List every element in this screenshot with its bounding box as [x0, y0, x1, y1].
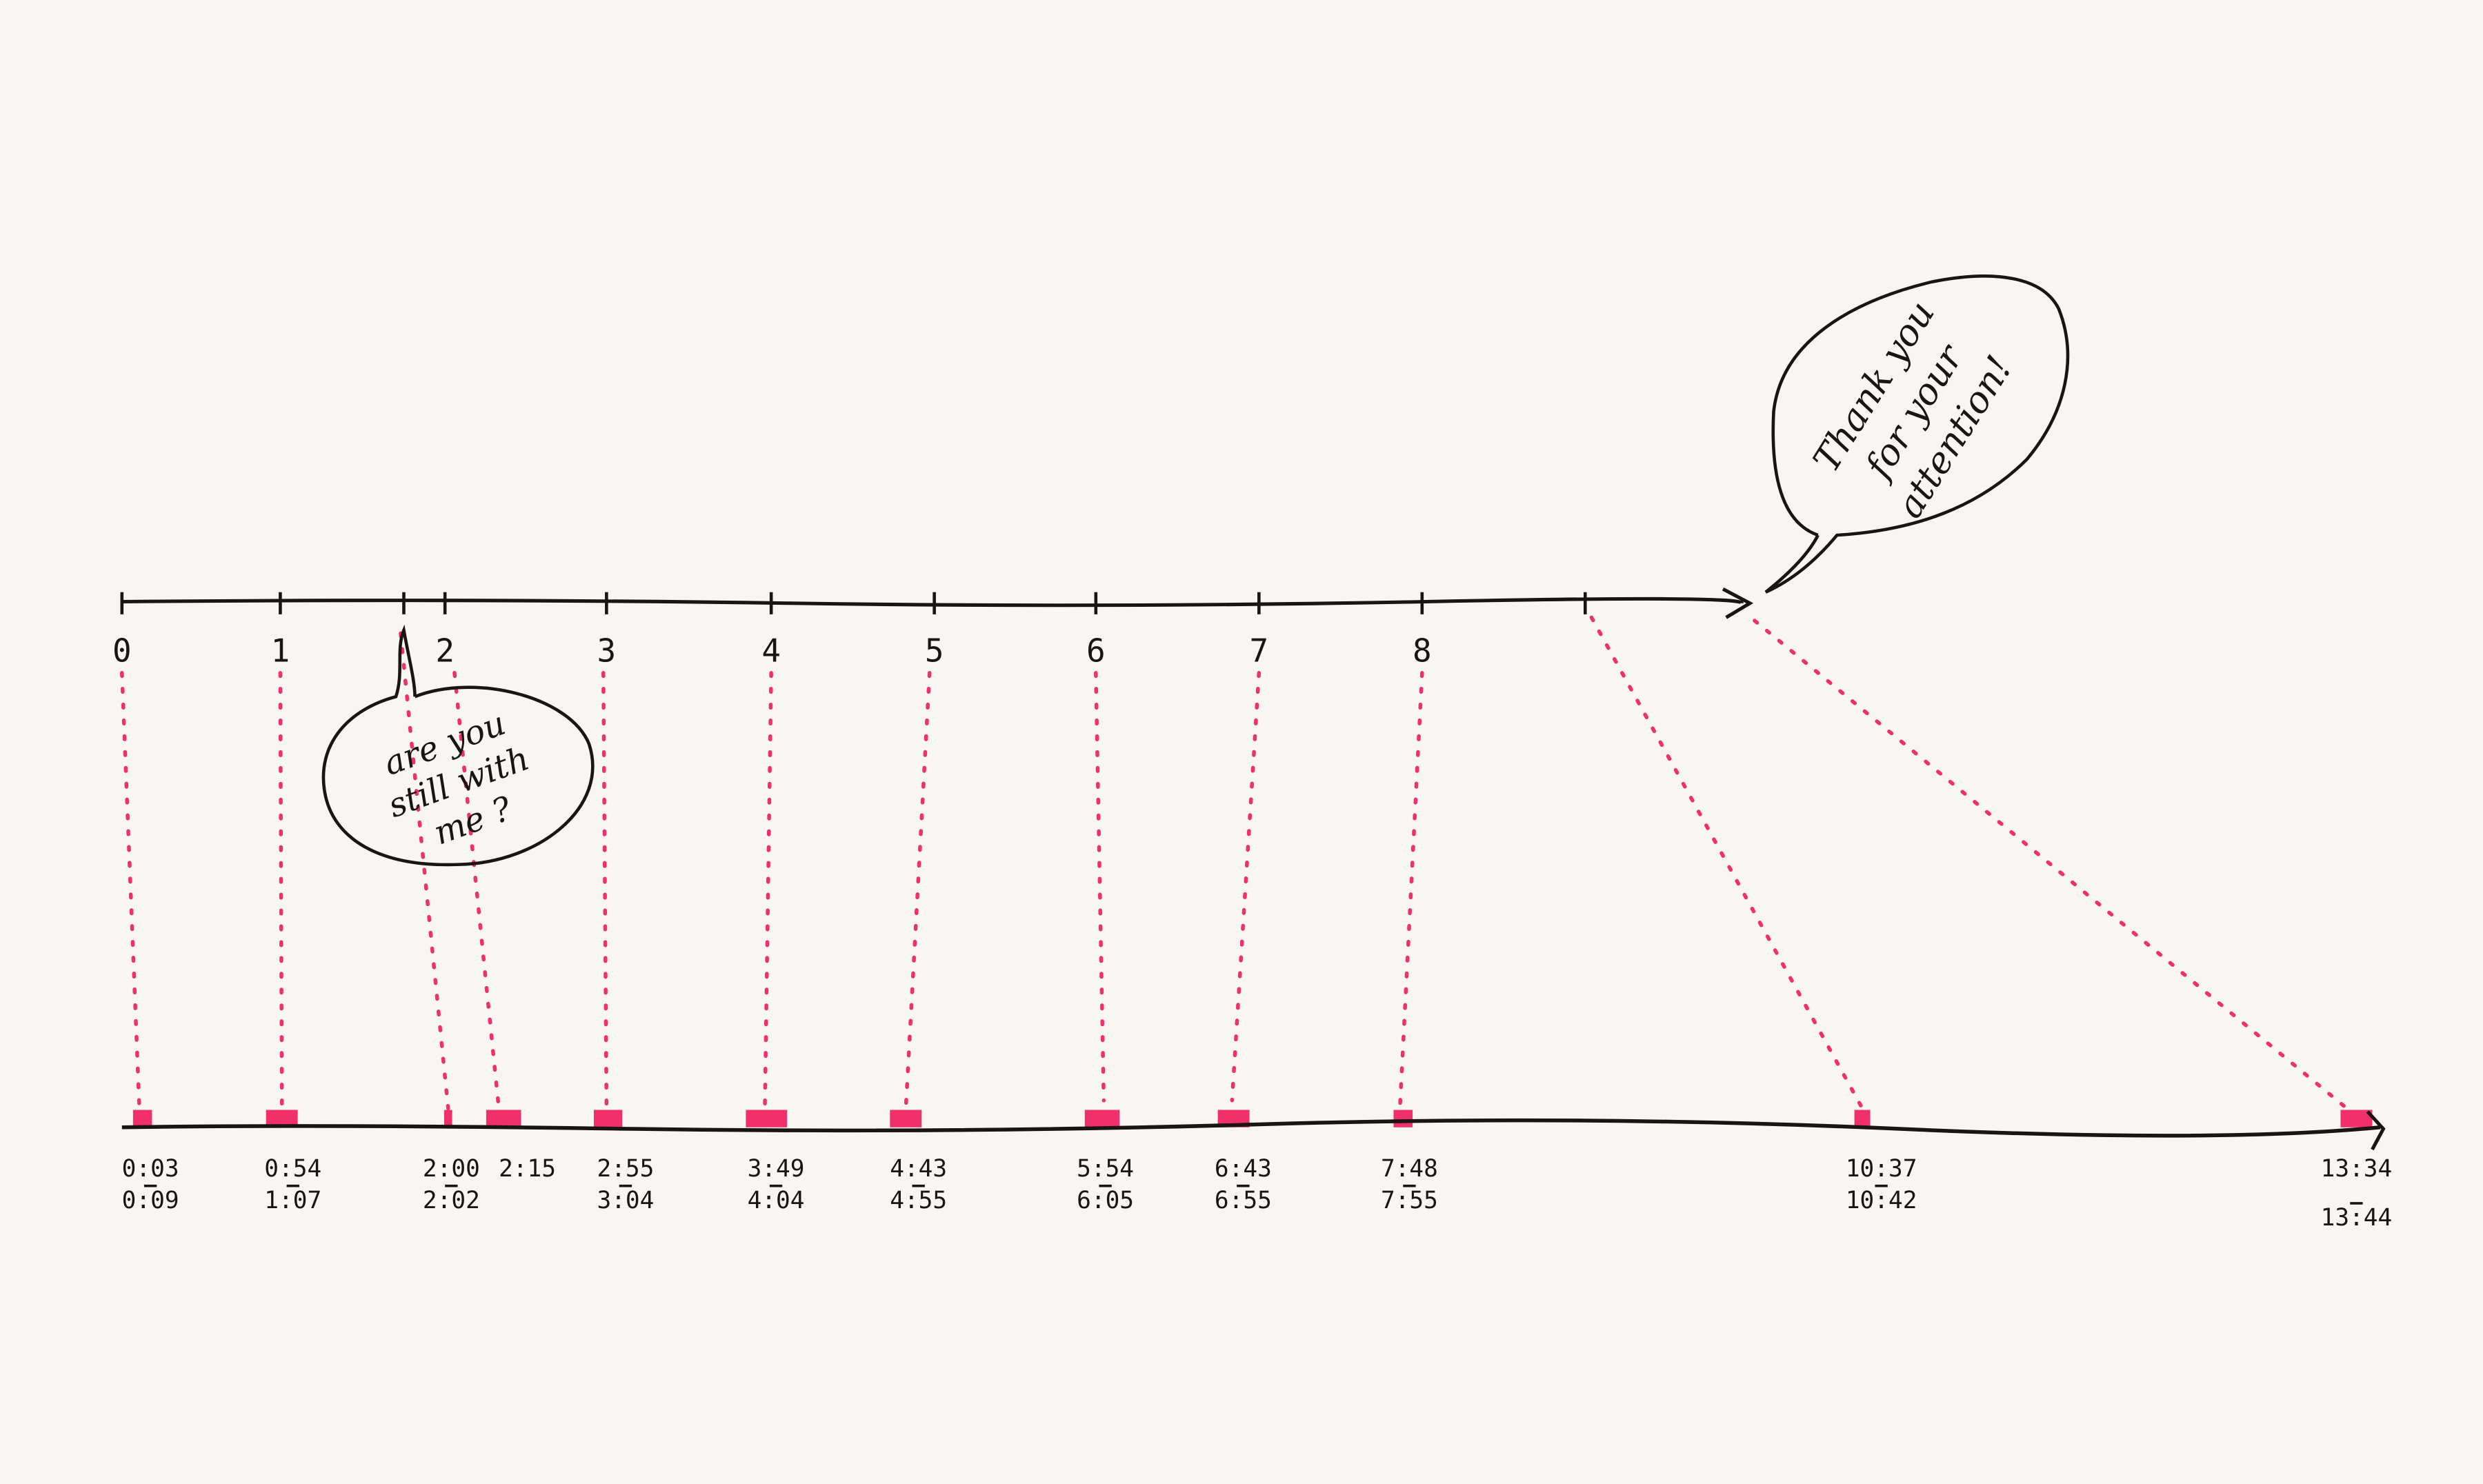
time-start: 10:37 — [1846, 1155, 1917, 1183]
time-start: 2:15 — [499, 1155, 556, 1183]
top-tick-label: 1 — [271, 632, 290, 670]
time-end: 3:04 — [597, 1187, 654, 1214]
time-end: 13:44 — [2321, 1204, 2393, 1232]
time-end: 6:05 — [1077, 1187, 1134, 1214]
time-start: 2:00 — [423, 1155, 480, 1183]
segment-mark — [1393, 1110, 1413, 1127]
time-range-label: 7:48 7:55 — [1381, 1155, 1438, 1214]
time-range-label: 10:37 10:42 — [1846, 1155, 1917, 1214]
dotted-connector — [1397, 671, 1424, 1110]
dotted-connector — [278, 671, 284, 1110]
top-axis-arrowhead — [1722, 587, 1754, 619]
time-range-label: 4:43 4:55 — [890, 1155, 947, 1214]
dotted-connector — [452, 671, 501, 1110]
segment-mark — [1084, 1110, 1120, 1127]
top-axis-ticks — [120, 592, 1587, 614]
top-tick-label: 3 — [597, 632, 617, 670]
time-end: 10:42 — [1846, 1187, 1917, 1214]
time-end: 4:04 — [748, 1187, 805, 1214]
dotted-connector — [399, 631, 450, 1110]
bubble-outline — [321, 624, 595, 867]
time-start: 7:48 — [1381, 1155, 1438, 1183]
speech-bubble-thank-you: Thank you for your attention! — [1764, 274, 2070, 594]
time-start: 2:55 — [597, 1155, 654, 1183]
time-start: 0:03 — [122, 1155, 179, 1183]
dotted-connector — [1094, 671, 1106, 1103]
top-tick-label: 8 — [1413, 632, 1432, 670]
time-start: 13:34 — [2321, 1155, 2393, 1183]
time-end: 4:55 — [890, 1187, 947, 1214]
bubble-outline — [1764, 274, 2070, 594]
time-end: 1:07 — [264, 1187, 321, 1214]
top-tick-label: 4 — [761, 632, 781, 670]
bottom-axis-line — [121, 1118, 2381, 1138]
segment-mark — [1854, 1110, 1871, 1127]
dotted-connector — [904, 671, 932, 1110]
speech-bubble-still-with-me: are you still with me ? — [321, 624, 595, 867]
time-start: 5:54 — [1077, 1155, 1134, 1183]
time-range-label: 13:34 13:44 — [2321, 1155, 2393, 1232]
time-range-label: 2:55 3:04 — [597, 1155, 654, 1214]
top-tick-label: 6 — [1086, 632, 1106, 670]
top-tick-label: 0 — [112, 632, 132, 670]
dotted-connector — [120, 671, 141, 1110]
bottom-axis-labels: 0:03 0:09 0:54 1:07 2:00 2:02 2:15 2:55 3:04 3:49… — [122, 1155, 2393, 1232]
segment-mark — [132, 1110, 152, 1127]
time-start: 4:43 — [890, 1155, 947, 1183]
time-start: 0:54 — [264, 1155, 321, 1183]
time-start: 3:49 — [748, 1155, 805, 1183]
segment-mark — [486, 1110, 521, 1127]
dotted-connectors — [120, 615, 2359, 1119]
time-end: 0:09 — [122, 1187, 179, 1214]
top-tick-label: 2 — [435, 632, 455, 670]
time-range-label: 6:43 6:55 — [1215, 1155, 1272, 1214]
time-end: 7:55 — [1381, 1187, 1438, 1214]
top-tick-label: 5 — [925, 632, 944, 670]
dotted-connector — [763, 671, 773, 1110]
bottom-axis-arrowhead — [2366, 1110, 2386, 1151]
segment-mark — [444, 1110, 452, 1127]
time-range-label: 5:54 6:05 — [1077, 1155, 1134, 1214]
time-range-label: 2:15 — [499, 1155, 556, 1183]
time-range-label: 0:54 1:07 — [264, 1155, 321, 1214]
dotted-connector — [601, 671, 609, 1110]
segment-mark — [890, 1110, 922, 1127]
top-tick-label: 7 — [1249, 632, 1268, 670]
time-start: 6:43 — [1215, 1155, 1272, 1183]
top-axis-line — [121, 596, 1744, 608]
segment-mark — [746, 1110, 788, 1127]
time-end: 2:02 — [423, 1187, 480, 1214]
time-end: 6:55 — [1215, 1187, 1272, 1214]
segment-mark — [594, 1110, 623, 1127]
time-range-label: 2:00 2:02 — [423, 1155, 480, 1214]
dotted-connector — [1589, 615, 1864, 1110]
time-range-label: 0:03 0:09 — [122, 1155, 179, 1214]
time-range-label: 3:49 4:04 — [748, 1155, 805, 1214]
dotted-connector — [1230, 671, 1262, 1103]
top-axis-labels: 0 1 2 3 4 5 6 7 8 — [112, 632, 1432, 670]
dotted-connector — [1753, 619, 2359, 1119]
